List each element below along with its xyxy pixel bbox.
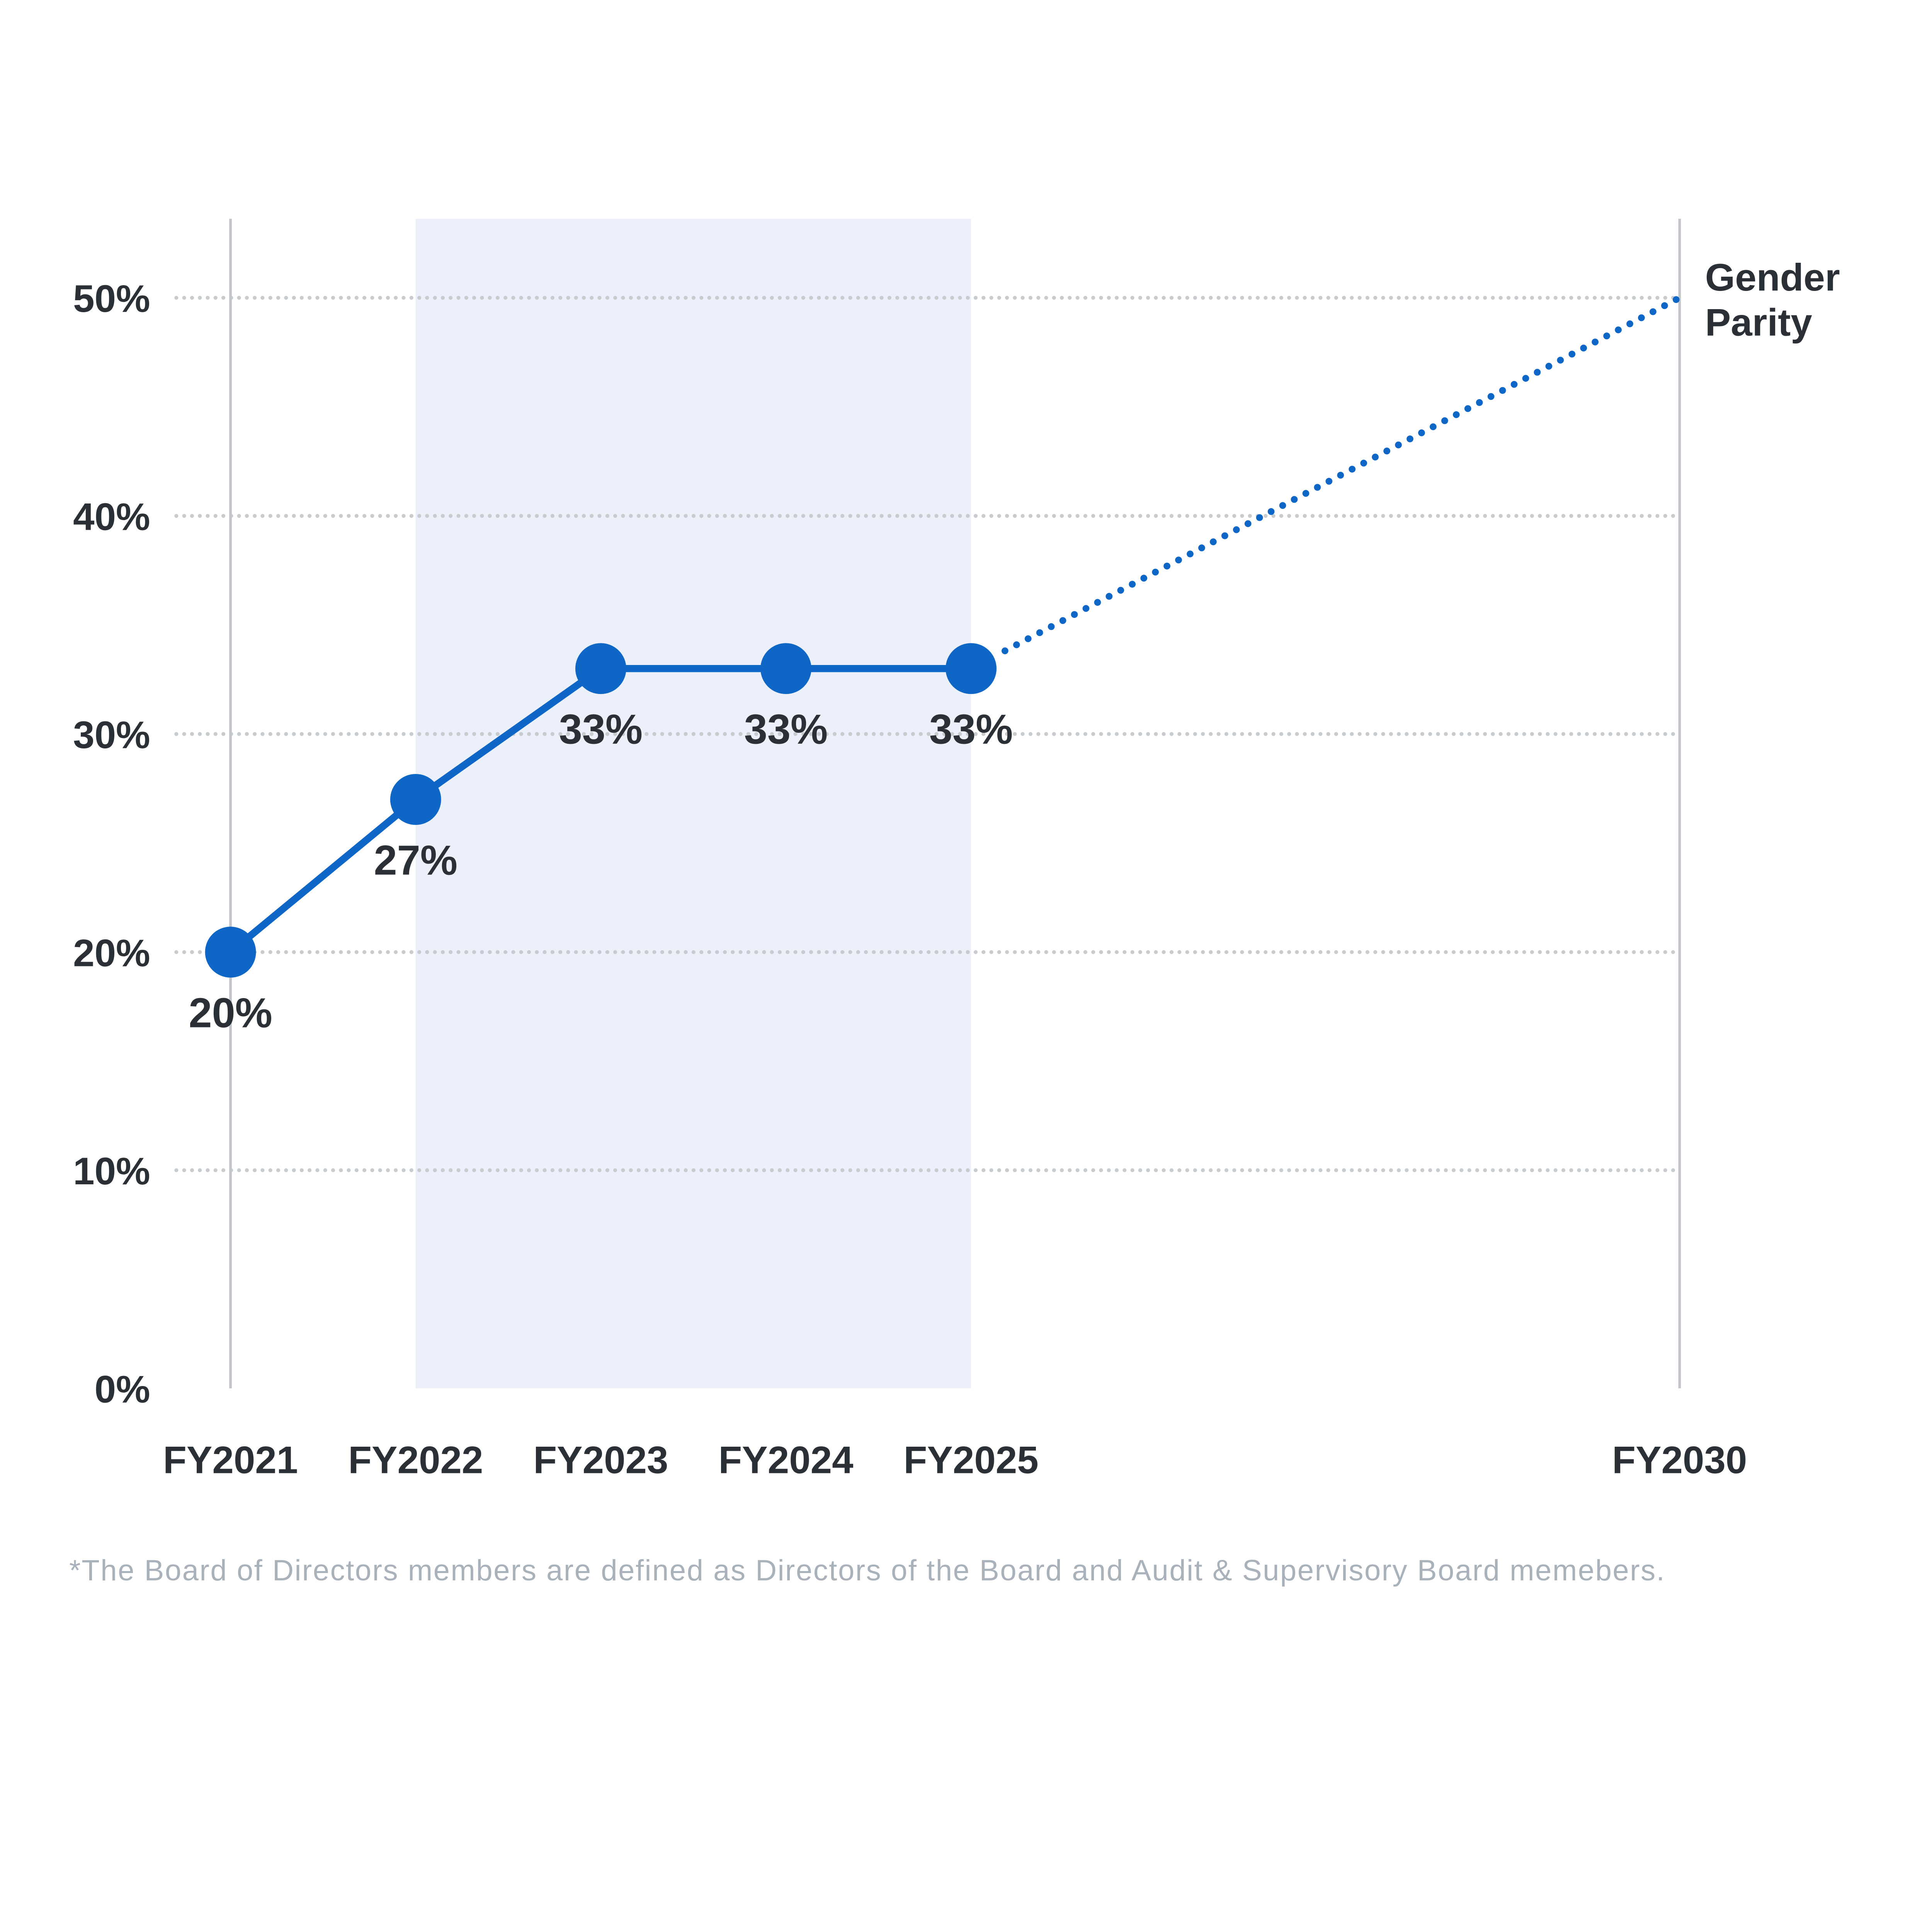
projection-dot (1418, 429, 1425, 437)
projection-dot (1430, 423, 1437, 430)
projection-dot (1372, 453, 1379, 461)
projection-dot (1302, 490, 1310, 497)
projection-dot (1048, 623, 1055, 630)
projection-dot (1059, 617, 1066, 624)
projection-dot (1291, 496, 1298, 503)
projection-dot (1395, 441, 1402, 449)
projection-dot (1117, 587, 1124, 594)
y-tick-label-20: 20% (73, 932, 150, 975)
projection-dot (1360, 459, 1367, 467)
y-gridlines (174, 296, 1682, 1172)
projection-dot (1592, 338, 1599, 345)
projection-dot (1568, 350, 1576, 358)
x-axis-labels: FY2021 FY2022 FY2023 FY2024 FY2025 FY2030 (163, 1439, 1747, 1482)
projection-dot (1487, 393, 1495, 400)
projection-dot (1198, 544, 1205, 551)
projection-dot (1013, 641, 1020, 648)
data-point-FY2025 (946, 643, 997, 694)
projection-dot (1082, 605, 1090, 612)
x-tick-label-FY2021: FY2021 (163, 1439, 298, 1482)
data-point-labels: 20% 27% 33% 33% 33% (189, 706, 1013, 1036)
projection-dot (1464, 405, 1471, 412)
y-tick-label-30: 30% (73, 714, 150, 757)
projection-dot (1325, 478, 1333, 485)
projection-dot (1094, 599, 1101, 606)
data-point-FY2021 (205, 927, 256, 978)
projection-dot (1036, 629, 1043, 636)
projection-dot (1024, 635, 1032, 642)
projection-dot (1314, 484, 1321, 491)
projection-dot (1267, 508, 1275, 515)
projection-dot (1233, 526, 1240, 533)
gender-parity-label-line-2: Parity (1705, 301, 1812, 344)
data-point-label-FY2022: 27% (374, 837, 457, 883)
data-point-FY2022 (390, 774, 441, 825)
x-tick-label-FY2022: FY2022 (348, 1439, 483, 1482)
projection-dot (1163, 563, 1170, 570)
projection-dot (1476, 399, 1483, 406)
projection-dot (1187, 550, 1194, 558)
data-point-FY2024 (760, 643, 811, 694)
data-point-label-FY2024: 33% (744, 706, 828, 753)
projection-dot (1210, 538, 1217, 546)
board-gender-parity-chart: 0%10%20%30%40%50% FY2021 FY2022 FY2023 FY20… (69, 219, 1840, 1587)
projection-dot (1522, 375, 1529, 382)
projection-dot (1175, 556, 1182, 564)
projection-dot (1580, 344, 1587, 352)
projection-dot (1615, 326, 1622, 333)
projection-dot (1140, 575, 1148, 582)
projection-dot (1221, 532, 1228, 539)
projection-dot (1510, 381, 1518, 388)
projection-dot (1001, 647, 1009, 655)
projection-dot (1638, 314, 1645, 321)
projection-dot (1383, 447, 1390, 455)
highlight-band (415, 219, 971, 1389)
projection-dot (1152, 568, 1159, 576)
y-tick-label-40: 40% (73, 495, 150, 538)
projection-dot (1406, 435, 1413, 442)
gender-parity-label-line-1: Gender (1705, 256, 1840, 299)
x-tick-label-FY2023: FY2023 (533, 1439, 668, 1482)
projection-dot (1071, 611, 1078, 618)
projection-dot (1557, 357, 1564, 364)
data-point-label-FY2023: 33% (559, 706, 643, 753)
y-axis-labels: 0% 10% 20% 30% 40% 50% (73, 277, 150, 1411)
projection-dot (1349, 466, 1356, 473)
projection-dot (1661, 302, 1668, 309)
projection-dot (1441, 417, 1448, 424)
projection-dot (1337, 471, 1344, 479)
projection-dotted-line (1001, 296, 1680, 655)
y-tick-label-10: 10% (73, 1150, 150, 1193)
projection-dot (1650, 308, 1656, 315)
y-tick-label-50: 50% (73, 277, 150, 320)
footnote: *The Board of Directors members are defi… (69, 1554, 1665, 1587)
projection-dot (1603, 332, 1610, 340)
projection-dot (1545, 362, 1553, 370)
x-tick-label-FY2025: FY2025 (903, 1439, 1038, 1482)
projection-dot (1256, 514, 1263, 521)
projection-dot (1626, 320, 1633, 327)
projection-dot (1105, 593, 1113, 600)
y-tick-label-0: 0% (95, 1368, 150, 1411)
projection-dot (1452, 411, 1460, 418)
projection-dot (1279, 502, 1286, 509)
projection-dot (1534, 369, 1541, 376)
projection-dot (1129, 581, 1136, 588)
data-point-FY2023 (575, 643, 626, 694)
x-tick-label-FY2024: FY2024 (718, 1439, 853, 1482)
data-points (205, 643, 997, 978)
projection-dot (1244, 520, 1252, 527)
data-point-label-FY2025: 33% (929, 706, 1013, 753)
data-point-label-FY2021: 20% (189, 989, 272, 1036)
projection-dot (1672, 296, 1680, 303)
projection-dot (1499, 387, 1506, 394)
x-tick-label-FY2030: FY2030 (1612, 1439, 1747, 1482)
